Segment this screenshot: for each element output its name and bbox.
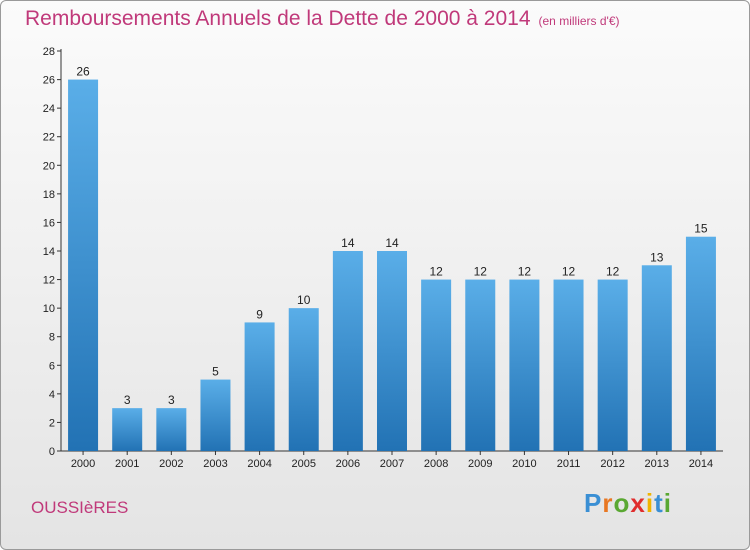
- data-label-2006: 14: [341, 236, 355, 250]
- bar-2009: [465, 279, 496, 451]
- y-tick-label: 4: [49, 389, 55, 401]
- x-tick-label-2004: 2004: [247, 458, 271, 470]
- y-tick-label: 28: [43, 46, 55, 58]
- title-unit: (en milliers d'€): [538, 14, 620, 28]
- y-tick-label: 20: [43, 160, 55, 172]
- y-tick-label: 6: [49, 360, 55, 372]
- x-tick-label-2013: 2013: [645, 458, 669, 470]
- data-label-2010: 12: [518, 265, 532, 279]
- data-label-2014: 15: [694, 222, 708, 236]
- bar-2002: [156, 408, 187, 451]
- bar-2006: [332, 251, 363, 451]
- x-tick-label-2011: 2011: [557, 458, 581, 470]
- bar-2010: [509, 279, 540, 451]
- y-tick-label: 10: [43, 303, 55, 315]
- logo-letter: P: [584, 488, 603, 518]
- proxiti-logo[interactable]: Proxiti: [584, 488, 672, 519]
- bar-2011: [553, 279, 584, 451]
- y-tick-label: 24: [43, 103, 55, 115]
- y-tick-label: 12: [43, 275, 55, 287]
- logo-letter: t: [654, 488, 664, 518]
- bar-2007: [377, 251, 407, 451]
- x-tick-label-2010: 2010: [512, 458, 536, 470]
- x-tick-label-2009: 2009: [468, 458, 492, 470]
- data-label-2002: 3: [168, 393, 175, 407]
- x-tick-label-2006: 2006: [336, 458, 360, 470]
- data-label-2007: 14: [385, 236, 399, 250]
- x-tick-label-2008: 2008: [424, 458, 448, 470]
- bar-2005: [288, 308, 319, 451]
- x-tick-label-2007: 2007: [380, 458, 404, 470]
- data-label-2012: 12: [606, 265, 620, 279]
- x-tick-label-2012: 2012: [600, 458, 624, 470]
- bar-2014: [685, 236, 716, 451]
- title-main: Remboursements Annuels de la Dette de 20…: [25, 7, 531, 30]
- x-tick-label-2002: 2002: [159, 458, 183, 470]
- data-label-2003: 5: [212, 365, 219, 379]
- data-label-2000: 26: [76, 65, 90, 79]
- y-tick-label: 26: [43, 75, 55, 87]
- x-tick-label-2000: 2000: [71, 458, 95, 470]
- y-tick-label: 0: [49, 446, 55, 458]
- data-label-2005: 10: [297, 293, 311, 307]
- chart-title: Remboursements Annuels de la Dette de 20…: [25, 7, 620, 31]
- data-label-2004: 9: [256, 307, 263, 321]
- bar-2008: [421, 279, 452, 451]
- x-tick-label-2003: 2003: [203, 458, 227, 470]
- data-label-2013: 13: [650, 250, 664, 264]
- bar-2004: [244, 322, 275, 451]
- y-tick-label: 8: [49, 332, 55, 344]
- x-tick-label-2005: 2005: [291, 458, 315, 470]
- bar-2001: [112, 408, 143, 451]
- logo-letter: i: [645, 488, 655, 518]
- x-tick-label-2001: 2001: [115, 458, 139, 470]
- data-label-2001: 3: [124, 393, 131, 407]
- y-tick-label: 2: [49, 417, 55, 429]
- commune-name: OUSSIèRES: [31, 498, 129, 517]
- bar-2013: [641, 265, 672, 451]
- logo-letter: r: [602, 488, 614, 518]
- logo-letter: i: [663, 488, 672, 518]
- data-label-2009: 12: [474, 265, 488, 279]
- bar-2003: [200, 379, 231, 451]
- logo-letter: x: [630, 488, 646, 518]
- bar-2000: [68, 79, 99, 452]
- x-tick-label-2014: 2014: [689, 458, 713, 470]
- logo-letter: o: [613, 488, 631, 518]
- bar-2012: [597, 279, 628, 451]
- y-tick-label: 18: [43, 189, 55, 201]
- data-label-2008: 12: [429, 265, 443, 279]
- y-tick-label: 16: [43, 217, 55, 229]
- y-tick-label: 14: [43, 246, 55, 258]
- data-label-2011: 12: [562, 265, 576, 279]
- y-tick-label: 22: [43, 132, 55, 144]
